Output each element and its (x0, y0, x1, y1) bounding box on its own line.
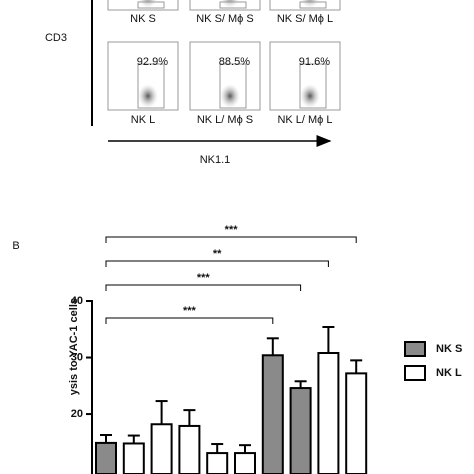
panel-caption: NK L/ Mϕ L (277, 114, 332, 126)
bar (178, 424, 201, 474)
y-axis-label: ysis to YAC-1 cells (68, 298, 80, 395)
significance-label: ** (213, 248, 222, 260)
legend-label: NK S (436, 343, 462, 355)
bar (261, 354, 284, 474)
cell-cluster (300, 84, 320, 108)
gate (137, 63, 165, 109)
gate (219, 63, 247, 109)
y-tick-label: 40 (71, 295, 83, 307)
y-axis-label: CD3 (45, 32, 67, 44)
bar (317, 352, 340, 474)
flow-panel (189, 0, 261, 11)
bar (150, 423, 173, 474)
y-tick-label: 30 (71, 351, 83, 363)
panel-label: B (12, 240, 19, 252)
significance-label: *** (183, 305, 197, 317)
cell-cluster (220, 84, 240, 108)
cell-cluster (300, 0, 320, 8)
flow-panel (189, 41, 261, 111)
gate (299, 63, 327, 109)
bar (122, 442, 145, 474)
significance-label: *** (197, 272, 211, 284)
cell-cluster (138, 0, 158, 8)
significance-bracket (105, 260, 329, 267)
flow-panel (107, 0, 179, 11)
flow-panel (269, 0, 341, 11)
panel-caption: NK L/ Mϕ S (197, 114, 253, 126)
legend-swatch (404, 341, 426, 357)
x-axis-label: NK1.1 (200, 154, 231, 166)
panel-caption: NK L (131, 114, 155, 126)
bar (234, 452, 256, 474)
gate-percent: 91.6% (299, 56, 330, 68)
cell-cluster (138, 84, 158, 108)
significance-bracket (105, 284, 302, 291)
significance-bracket (105, 236, 357, 243)
significance-bracket (105, 317, 274, 324)
y-tick-label: 20 (71, 408, 83, 420)
gate-percent: 88.5% (219, 56, 250, 68)
significance-label: *** (225, 224, 239, 236)
gate-percent: 92.9% (137, 56, 168, 68)
panel-caption: NK S (130, 13, 156, 25)
legend-label: NK L (436, 367, 462, 379)
legend-swatch (404, 365, 426, 381)
flow-panels: CD3 NK1.1 (45, 0, 332, 166)
bar (95, 441, 117, 474)
flow-panel (107, 41, 179, 111)
panel-caption: NK S/ Mϕ S (196, 13, 254, 25)
bar (345, 372, 368, 474)
bar (289, 387, 312, 474)
bar (206, 452, 229, 474)
cell-cluster (220, 0, 240, 8)
flow-panel (269, 41, 341, 111)
panel-caption: NK S/ Mϕ L (277, 13, 333, 25)
